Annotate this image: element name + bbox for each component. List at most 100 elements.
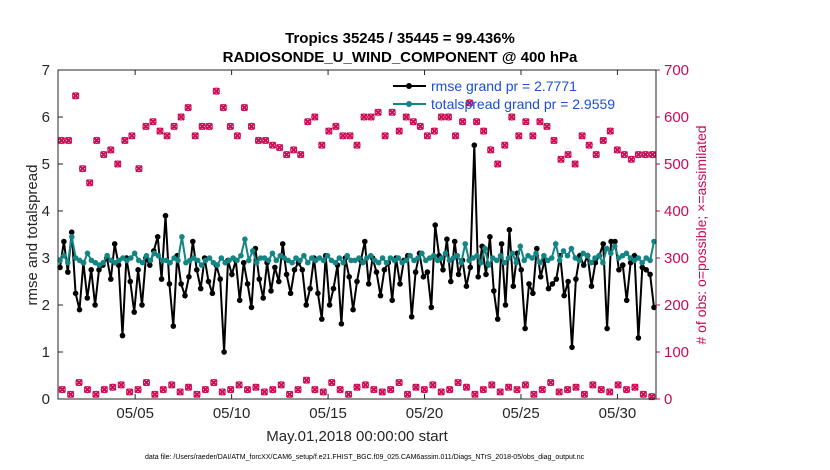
obs-assimilated-marker <box>578 132 586 140</box>
obs-assimilated-marker <box>142 122 150 131</box>
totalspread-point <box>623 250 630 257</box>
obs-assimilated-marker <box>530 390 538 399</box>
obs-assimilated-marker <box>571 160 579 168</box>
rmse-point <box>92 302 98 308</box>
obs-possible-marker <box>109 383 117 391</box>
obs-assimilated-marker <box>403 390 412 399</box>
totalspread-point <box>218 255 225 261</box>
obs-possible-marker <box>462 383 471 391</box>
rmse-point <box>162 212 169 219</box>
obs-possible-marker <box>395 378 403 387</box>
obs-possible-marker <box>193 390 201 398</box>
rmse-point <box>463 283 470 290</box>
obs-assimilated-marker <box>639 390 648 399</box>
rmse-point <box>651 304 657 311</box>
obs-possible-marker <box>409 118 417 126</box>
totalspread-point <box>360 259 366 266</box>
rmse-point <box>506 227 513 233</box>
obs-assimilated-marker <box>423 132 432 140</box>
x-tick-label: 05/30 <box>599 405 637 422</box>
totalspread-point <box>552 241 559 247</box>
obs-possible-marker <box>269 386 277 394</box>
obs-possible-marker <box>107 146 115 154</box>
obs-possible-marker <box>151 390 159 398</box>
totalspread-point <box>611 243 618 250</box>
rmse-point <box>580 262 587 268</box>
rmse-point <box>588 283 595 290</box>
obs-possible-marker <box>496 388 504 396</box>
obs-assimilated-marker <box>275 143 284 152</box>
rmse-point <box>315 290 321 297</box>
obs-possible-marker <box>471 390 479 398</box>
obs-assimilated-marker <box>589 381 597 389</box>
obs-possible-marker <box>297 151 305 159</box>
obs-assimilated-marker <box>71 92 80 100</box>
rmse-point <box>84 295 91 301</box>
obs-possible-marker <box>423 132 431 140</box>
rmse-point <box>354 278 360 285</box>
rmse-point <box>194 267 200 273</box>
obs-assimilated-marker <box>606 127 614 135</box>
obs-possible-marker <box>538 386 546 394</box>
obs-assimilated-marker <box>252 383 260 391</box>
obs-assimilated-marker <box>386 385 395 394</box>
left-tick-label: 6 <box>42 109 50 126</box>
obs-possible-marker <box>494 160 502 168</box>
rmse-point <box>432 222 439 228</box>
obs-possible-marker <box>134 386 142 394</box>
rmse-point <box>244 281 251 287</box>
obs-possible-marker <box>290 146 298 154</box>
obs-possible-marker <box>572 383 580 391</box>
obs-possible-marker <box>416 122 424 131</box>
rmse-point <box>412 269 419 275</box>
obs-possible-marker <box>233 132 241 140</box>
obs-assimilated-marker <box>437 388 445 396</box>
obs-assimilated-marker <box>488 381 496 389</box>
obs-possible-marker <box>135 165 143 173</box>
rmse-point <box>260 295 267 301</box>
rmse-point <box>65 269 71 275</box>
plot-area <box>58 70 656 399</box>
obs-possible-marker <box>592 151 600 159</box>
obs-possible-marker <box>328 378 336 387</box>
obs-assimilated-marker <box>429 381 437 389</box>
rmse-point <box>127 278 134 285</box>
obs-possible-series <box>57 87 657 401</box>
obs-possible-marker <box>402 113 410 121</box>
obs-assimilated-marker <box>451 132 460 140</box>
obs-possible-marker <box>260 388 268 396</box>
rmse-point <box>647 271 653 278</box>
obs-assimilated-marker <box>302 376 311 384</box>
obs-possible-marker <box>515 132 523 140</box>
rmse-point <box>444 236 450 242</box>
obs-possible-marker <box>639 390 647 398</box>
rmse-point <box>268 288 274 294</box>
rmse-point <box>108 276 114 282</box>
obs-possible-marker <box>57 136 66 145</box>
rmse-point <box>229 271 235 278</box>
obs-possible-marker <box>521 381 530 389</box>
totalspread-point <box>493 257 500 264</box>
obs-assimilated-marker <box>247 122 256 131</box>
totalspread-point <box>501 259 508 266</box>
obs-assimilated-marker <box>92 390 100 399</box>
obs-assimilated-marker <box>176 388 184 396</box>
totalspread-point <box>497 252 504 259</box>
obs-possible-marker <box>641 151 650 159</box>
rmse-point <box>612 238 618 245</box>
obs-assimilated-marker <box>319 388 328 396</box>
obs-assimilated-marker <box>75 378 83 387</box>
obs-possible-marker <box>589 381 597 389</box>
rmse-point <box>96 267 102 273</box>
obs-assimilated-marker <box>631 383 639 391</box>
left-tick-label: 3 <box>42 250 50 267</box>
totalspread-point <box>257 255 264 261</box>
obs-assimilated-marker <box>580 390 589 399</box>
rmse-point <box>154 234 161 240</box>
x-tick-label: 05/20 <box>406 405 444 422</box>
totalspread-point <box>383 259 390 266</box>
rmse-point <box>365 281 372 287</box>
obs-possible-marker <box>378 388 386 396</box>
obs-assimilated-marker <box>332 122 340 131</box>
obs-assimilated-marker <box>205 122 213 131</box>
